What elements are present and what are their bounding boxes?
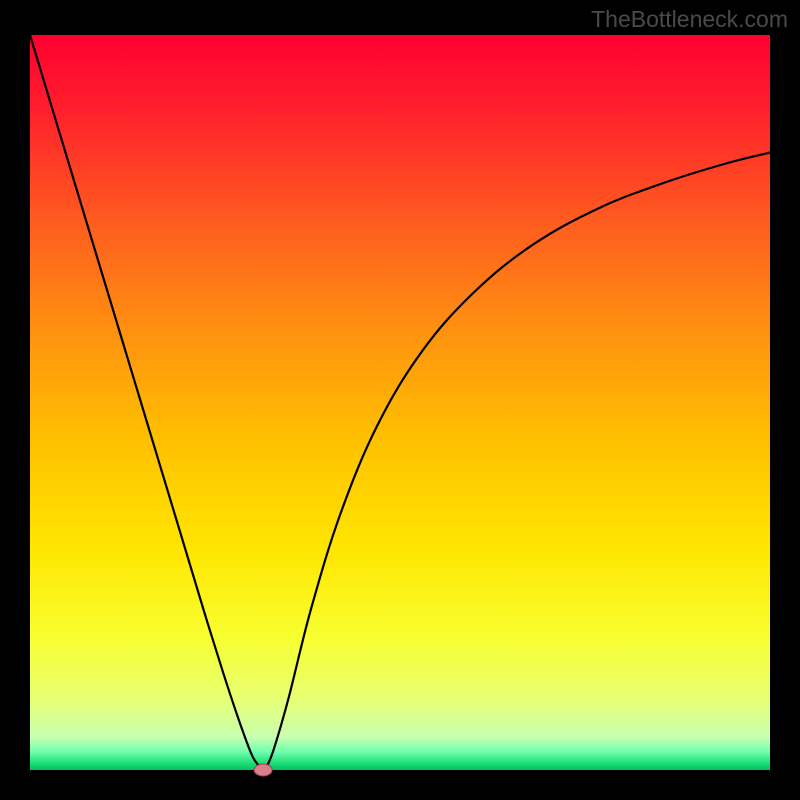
bottleneck-chart (0, 0, 800, 800)
chart-container: { "figure": { "width_px": 800, "height_p… (0, 0, 800, 800)
optimum-marker (254, 764, 272, 776)
watermark-text: TheBottleneck.com (591, 6, 788, 33)
